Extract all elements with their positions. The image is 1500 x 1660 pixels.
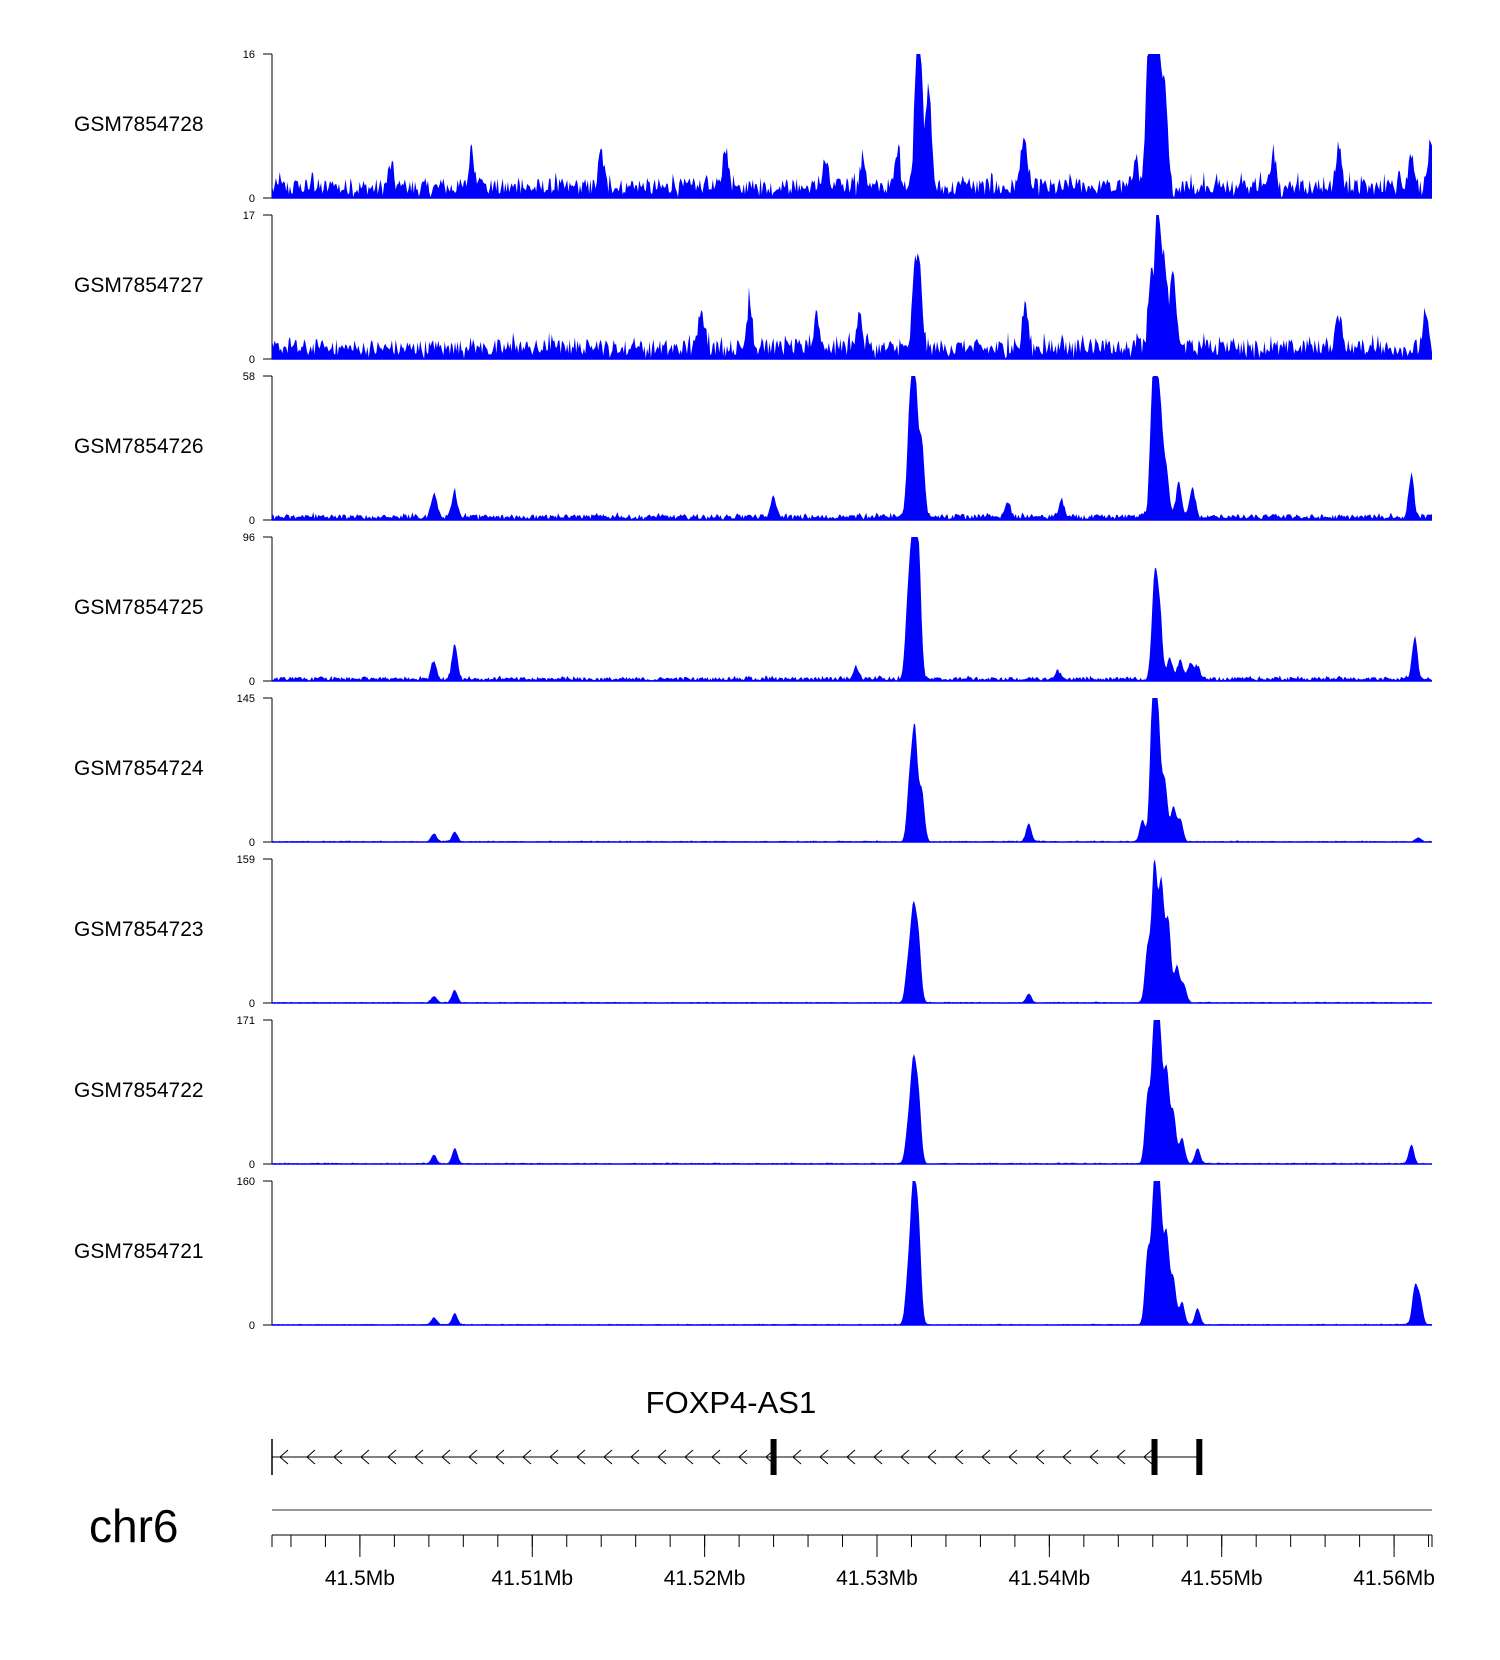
y-min-label: 0 (249, 193, 255, 205)
strand-chevron (981, 1449, 991, 1465)
y-min-label: 0 (249, 515, 255, 527)
strand-chevron (846, 1449, 856, 1465)
genomic-axis: chr6 41.5Mb 41.51Mb 41.52Mb 41.53Mb 41.54Mb 41… (89, 1500, 1435, 1590)
track-name-label: GSM7854721 (74, 1240, 204, 1263)
track-GSM7854726: 58 0 GSM7854726 (74, 371, 1432, 527)
strand-chevron (1035, 1449, 1045, 1465)
y-min-label: 0 (249, 998, 255, 1010)
track-GSM7854727: 17 0 GSM7854727 (74, 210, 1432, 366)
y-max-label: 145 (237, 693, 255, 705)
strand-chevron (954, 1449, 964, 1465)
track-name-label: GSM7854728 (74, 113, 204, 136)
strand-chevron (522, 1449, 532, 1465)
track-name-label: GSM7854727 (74, 274, 204, 297)
track-name-label: GSM7854723 (74, 918, 204, 941)
coverage-area (272, 54, 1432, 198)
strand-chevron (468, 1449, 478, 1465)
y-max-label: 159 (237, 854, 255, 866)
exon-block (1151, 1439, 1158, 1475)
coverage-area (272, 215, 1432, 359)
strand-chevron (657, 1449, 667, 1465)
strand-chevron (738, 1449, 748, 1465)
y-min-label: 0 (249, 1320, 255, 1332)
y-max-label: 96 (243, 532, 255, 544)
coverage-tracks: 160GSM7854728170GSM7854727580GSM78547269… (74, 49, 1432, 1332)
axis-tick-label: 41.55Mb (1181, 1567, 1263, 1590)
track-GSM7854724: 145 0 GSM7854724 (74, 693, 1432, 849)
strand-chevron (333, 1449, 343, 1465)
track-GSM7854723: 159 0 GSM7854723 (74, 854, 1432, 1010)
y-min-label: 0 (249, 676, 255, 688)
strand-chevron (792, 1449, 802, 1465)
track-GSM7854721: 160 0 GSM7854721 (74, 1176, 1432, 1332)
track-name-label: GSM7854724 (74, 757, 204, 780)
strand-chevron (279, 1449, 289, 1465)
strand-chevron (819, 1449, 829, 1465)
y-min-label: 0 (249, 354, 255, 366)
y-max-label: 17 (243, 210, 255, 222)
strand-chevron (1089, 1449, 1099, 1465)
strand-chevron (387, 1449, 397, 1465)
y-min-label: 0 (249, 1159, 255, 1171)
strand-chevron (927, 1449, 937, 1465)
track-GSM7854728: 16 0 GSM7854728 (74, 49, 1432, 205)
chromosome-label: chr6 (89, 1500, 178, 1552)
axis-tick-label: 41.52Mb (664, 1567, 746, 1590)
strand-chevron (414, 1449, 424, 1465)
y-max-label: 58 (243, 371, 255, 383)
y-max-label: 171 (237, 1015, 255, 1027)
strand-chevron (603, 1449, 613, 1465)
coverage-area (272, 698, 1432, 842)
strand-chevron (495, 1449, 505, 1465)
strand-chevron (1062, 1449, 1072, 1465)
track-GSM7854725: 96 0 GSM7854725 (74, 532, 1432, 688)
strand-chevron (630, 1449, 640, 1465)
strand-chevron (711, 1449, 721, 1465)
strand-chevron (1008, 1449, 1018, 1465)
track-name-label: GSM7854722 (74, 1079, 204, 1102)
coverage-area (272, 1020, 1432, 1164)
axis-tick-label: 41.5Mb (325, 1567, 395, 1590)
track-GSM7854722: 171 0 GSM7854722 (74, 1015, 1432, 1171)
axis-tick-label: 41.53Mb (836, 1567, 918, 1590)
coverage-area (272, 537, 1432, 681)
strand-chevron (576, 1449, 586, 1465)
strand-chevron (549, 1449, 559, 1465)
gene-name-label: FOXP4-AS1 (646, 1385, 817, 1420)
gene-annotation-track: FOXP4-AS1 (271, 1385, 1203, 1475)
track-name-label: GSM7854725 (74, 596, 204, 619)
strand-chevron (441, 1449, 451, 1465)
strand-chevron (1116, 1449, 1126, 1465)
strand-chevron (684, 1449, 694, 1465)
coverage-area (272, 1181, 1432, 1325)
track-name-label: GSM7854726 (74, 435, 204, 458)
strand-chevron (900, 1449, 910, 1465)
strand-chevron (360, 1449, 370, 1465)
y-max-label: 160 (237, 1176, 255, 1188)
axis-tick-label: 41.51Mb (491, 1567, 573, 1590)
strand-chevron (873, 1449, 883, 1465)
strand-chevron (306, 1449, 316, 1465)
y-max-label: 16 (243, 49, 255, 61)
axis-tick-label: 41.56Mb (1353, 1567, 1435, 1590)
exon-block (1196, 1439, 1203, 1475)
coverage-area (272, 376, 1432, 520)
y-min-label: 0 (249, 837, 255, 849)
coverage-area (272, 859, 1432, 1003)
exon-block (770, 1439, 777, 1475)
strand-chevron (1143, 1449, 1153, 1465)
axis-tick-label: 41.54Mb (1008, 1567, 1090, 1590)
